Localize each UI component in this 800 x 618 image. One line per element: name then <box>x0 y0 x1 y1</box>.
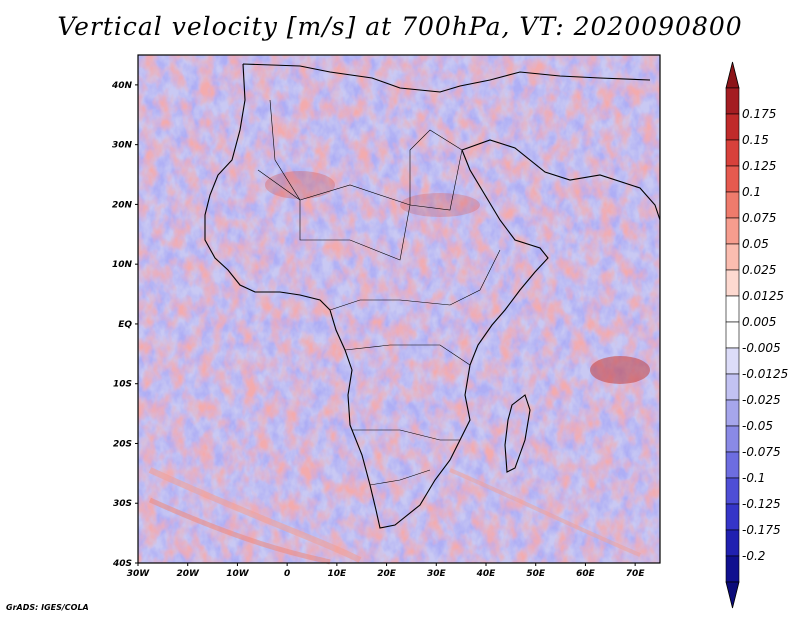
longitude-labels: 30W 20W 10W 0 10E 20E 30E 40E 50E 60E 70E <box>127 563 646 579</box>
lon-label: 30W <box>127 569 151 579</box>
lat-label: 30N <box>112 141 133 151</box>
latitude-labels: 40N 30N 20N 10N EQ 10S 20S 30S 40S <box>111 81 138 569</box>
colorbar-swatch <box>725 191 740 219</box>
lat-label: 10S <box>113 380 132 390</box>
map-title: Vertical velocity [m/s] at 700hPa, VT: 2… <box>57 12 743 41</box>
colorbar-level-label: 0.0125 <box>742 289 784 303</box>
colorbar-swatch <box>725 477 740 505</box>
lat-label: 40N <box>111 81 133 91</box>
country-borders <box>257 99 501 486</box>
lon-label: 20W <box>176 569 200 579</box>
colorbar-level-label: 0.1 <box>742 185 761 199</box>
lon-label: 70E <box>626 569 646 579</box>
lat-label: 20S <box>113 439 132 449</box>
colorbar-level-label: -0.125 <box>742 497 781 511</box>
colorbar-level-label: 0.05 <box>742 237 769 251</box>
colorbar-swatch <box>725 529 740 557</box>
colorbar-level-label: -0.175 <box>742 523 781 537</box>
lat-label: 30S <box>113 499 132 509</box>
colorbar-level-label: 0.175 <box>742 107 776 121</box>
colorbar-level-label: -0.1 <box>742 471 765 485</box>
colorbar-swatch <box>725 269 740 297</box>
colorbar-level-label: 0.075 <box>742 211 776 225</box>
colorbar-level-label: -0.075 <box>742 445 781 459</box>
lat-label: 40S <box>112 559 132 569</box>
colorbar-swatch <box>725 87 740 115</box>
lon-label: 10E <box>328 569 348 579</box>
colorbar-swatch <box>725 347 740 375</box>
grads-credit: GrADS: IGES/COLA <box>6 603 89 612</box>
colorbar-swatch <box>725 139 740 167</box>
colorbar-top-arrow <box>725 61 740 89</box>
colorbar-level-label: 0.125 <box>742 159 776 173</box>
colorbar-swatch <box>725 165 740 193</box>
colorbar-level-label: 0.15 <box>742 133 769 147</box>
lat-label: EQ <box>118 320 132 330</box>
colorbar-swatch <box>725 555 740 583</box>
colorbar-swatch <box>725 451 740 479</box>
colorbar-swatch <box>725 113 740 141</box>
lat-label: 10N <box>112 260 133 270</box>
colorbar-swatch <box>725 243 740 271</box>
colorbar-level-label: -0.025 <box>742 393 781 407</box>
colorbar-swatch <box>725 399 740 427</box>
colorbar-level-label: -0.2 <box>742 549 765 563</box>
colorbar-swatch <box>725 503 740 531</box>
lon-label: 60E <box>576 569 596 579</box>
colorbar-bottom-arrow <box>725 581 740 609</box>
map-frame <box>137 54 661 564</box>
colorbar-level-label: -0.005 <box>742 341 781 355</box>
lon-label: 30E <box>427 569 447 579</box>
colorbar-swatch <box>725 321 740 349</box>
colorbar-swatch <box>725 373 740 401</box>
lon-label: 20E <box>377 569 397 579</box>
colorbar: 0.175 0.15 0.125 0.1 0.075 0.05 0.025 0.0125 0.0… <box>725 61 788 609</box>
colorbar-level-label: 0.005 <box>742 315 776 329</box>
lon-label: 0 <box>284 569 290 579</box>
lat-label: 20N <box>112 200 133 210</box>
lon-label: 50E <box>526 569 546 579</box>
colorbar-swatch <box>725 295 740 323</box>
colorbar-level-label: -0.0125 <box>742 367 788 381</box>
lon-label: 10W <box>226 569 250 579</box>
colorbar-level-label: -0.05 <box>742 419 773 433</box>
lon-label: 40E <box>476 569 497 579</box>
colorbar-level-label: 0.025 <box>742 263 776 277</box>
colorbar-swatch <box>725 425 740 453</box>
velocity-field <box>138 55 660 565</box>
colorbar-swatch <box>725 217 740 245</box>
